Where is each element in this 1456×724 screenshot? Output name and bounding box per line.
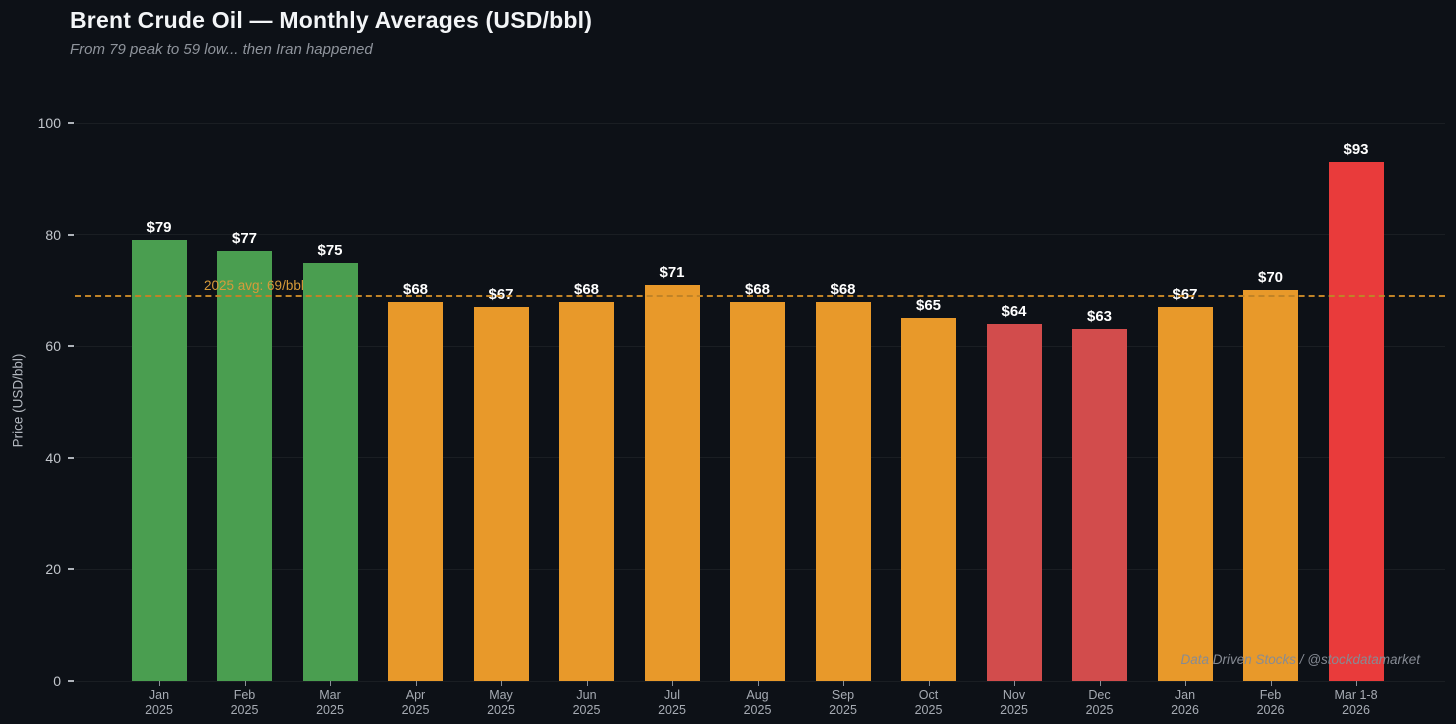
x-tick-mark-feb-2025 (244, 681, 246, 686)
x-axis: Jan 2025 Feb 2025 Mar 2025 Apr 2025 May 2025 Jun 20… (75, 681, 1445, 724)
y-tick-label-80: 80 (45, 226, 61, 243)
bar-aug-2025 (730, 301, 785, 681)
bar-value-label-feb-2025: $77 (231, 230, 258, 248)
chart-subtitle: From 79 peak to 59 low... then Iran happ… (70, 41, 373, 58)
bar-sep-2025 (815, 301, 871, 681)
bar-value-label-jan-2025: $79 (146, 219, 172, 237)
x-tick-label-mar-2025: Mar 2025 (316, 688, 344, 717)
bar-value-label-dec-2025: $63 (1086, 308, 1113, 326)
x-tick-label-dec-2025: Dec 2025 (1085, 688, 1114, 717)
bar-jan-2026 (1157, 307, 1213, 681)
x-tick-mark-feb-2026 (1270, 681, 1272, 686)
bar-value-label-feb-2026: $70 (1257, 269, 1284, 287)
y-tick-label-100: 100 (37, 115, 61, 131)
x-tick-label-mar-1-8-2026: Mar 1-8 2026 (1334, 688, 1378, 717)
x-tick-mark-nov-2025 (1014, 681, 1015, 686)
bar-value-label-mar-1-8-2026: $93 (1343, 141, 1369, 159)
bar-value-label-mar-2025: $75 (317, 241, 343, 259)
bar-jan-2025 (131, 240, 187, 681)
bar-nov-2025 (986, 323, 1042, 681)
x-tick-mark-mar-2025 (330, 681, 331, 686)
x-tick-mark-aug-2025 (757, 681, 759, 686)
x-tick-mark-mar-1-8-2026 (1356, 681, 1357, 686)
bar-oct-2025 (901, 318, 956, 681)
x-tick-mark-apr-2025 (415, 681, 417, 686)
x-tick-label-jan-2026: Jan 2026 (1171, 688, 1199, 717)
average-line-label: 2025 avg: 69/bbl (204, 277, 304, 293)
average-line (75, 294, 1445, 297)
x-tick-label-jun-2025: Jun 2025 (572, 688, 601, 717)
x-tick-label-may-2025: May 2025 (487, 688, 515, 717)
x-tick-mark-dec-2025 (1099, 681, 1101, 686)
bar-value-label-jan-2026: $67 (1172, 286, 1198, 304)
y-axis: 0 20 40 60 80 100 (0, 95, 75, 689)
x-tick-label-jul-2025: Jul 2025 (658, 688, 686, 717)
bar-value-label-nov-2025: $64 (1001, 302, 1027, 320)
bar-value-label-jul-2025: $71 (659, 263, 685, 281)
y-tick-mark-40 (68, 456, 74, 459)
x-tick-mark-oct-2025 (928, 681, 930, 686)
gridline-y80 (75, 234, 1445, 236)
x-tick-label-aug-2025: Aug 2025 (743, 688, 772, 717)
bar-value-label-sep-2025: $68 (830, 280, 856, 298)
y-tick-mark-80 (68, 233, 74, 236)
x-tick-mark-may-2025 (501, 681, 502, 686)
y-tick-mark-20 (68, 568, 74, 571)
bar-jul-2025 (644, 284, 700, 681)
watermark: Data Driven Stocks / @stockdatamarket (1180, 652, 1420, 667)
x-tick-label-jan-2025: Jan 2025 (145, 688, 173, 717)
bar-may-2025 (473, 307, 529, 681)
bar-value-label-jun-2025: $68 (573, 280, 600, 298)
y-tick-mark-100 (68, 122, 74, 124)
bar-value-label-oct-2025: $65 (915, 297, 942, 315)
chart-title: Brent Crude Oil — Monthly Averages (USD/… (70, 7, 593, 33)
bar-feb-2026 (1243, 290, 1298, 681)
y-tick-mark-60 (68, 345, 74, 348)
gridline-y100 (75, 122, 1445, 124)
bar-mar-1-8-2026 (1328, 162, 1384, 681)
y-tick-label-60: 60 (45, 338, 61, 355)
bar-value-label-apr-2025: $68 (402, 280, 429, 298)
bar-value-label-may-2025: $67 (488, 286, 514, 304)
plot-area: $79 $77 $75 $68 $67 $68 $71 $68 $68 $65 $64 $63 $67 $… (75, 95, 1445, 682)
x-tick-label-nov-2025: Nov 2025 (1000, 688, 1028, 717)
bar-jun-2025 (559, 301, 614, 681)
bar-mar-2025 (302, 262, 358, 681)
y-tick-label-40: 40 (45, 449, 61, 466)
x-tick-mark-sep-2025 (843, 681, 844, 686)
x-tick-label-oct-2025: Oct 2025 (914, 688, 943, 717)
x-tick-mark-jan-2025 (159, 681, 160, 686)
x-tick-label-feb-2025: Feb 2025 (230, 688, 259, 717)
x-tick-mark-jan-2026 (1185, 681, 1186, 686)
x-tick-label-sep-2025: Sep 2025 (829, 688, 857, 717)
y-tick-mark-0 (68, 680, 74, 682)
bar-apr-2025 (388, 301, 443, 681)
bar-value-label-aug-2025: $68 (744, 280, 771, 298)
x-tick-mark-jul-2025 (672, 681, 673, 686)
x-tick-label-apr-2025: Apr 2025 (401, 688, 430, 717)
x-tick-mark-jun-2025 (586, 681, 588, 686)
y-tick-label-20: 20 (45, 561, 61, 578)
gridline-y0 (75, 680, 1445, 682)
bar-feb-2025 (217, 251, 272, 681)
x-tick-label-feb-2026: Feb 2026 (1256, 688, 1285, 717)
bar-dec-2025 (1072, 329, 1127, 681)
y-tick-label-0: 0 (53, 673, 61, 689)
